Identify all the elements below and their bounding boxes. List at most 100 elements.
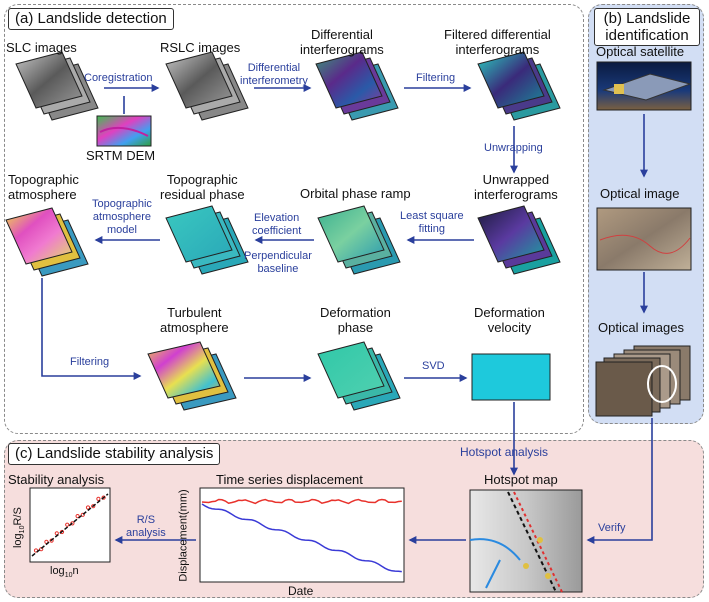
label-deformation-phase: Deformation phase	[320, 305, 391, 335]
rs-x-base: log	[50, 565, 65, 577]
label-stability-analysis: Stability analysis	[8, 472, 105, 487]
arrow-label-elev-l1: Elevation	[254, 212, 300, 224]
label-optical-satellite: Optical satellite	[596, 44, 685, 59]
arrow-label-topographic-atmosphere-model: Topographic atmosphere model	[92, 198, 152, 237]
flow-arrows	[41, 84, 653, 544]
arrow-label-differential-interferometry: Differential interferometry	[240, 62, 308, 88]
label-optical-images: Optical images	[598, 320, 684, 335]
label-topoatm-l2: atmosphere	[8, 187, 77, 202]
arrow-label-elev-l2: coefficient	[252, 225, 302, 237]
rs-point	[101, 495, 106, 500]
stack-topographic-residual-phase	[165, 205, 249, 275]
label-turb-l2: atmosphere	[160, 320, 229, 335]
label-slc-images: SLC images	[6, 40, 77, 55]
label-diff-l2: interferograms	[300, 42, 384, 57]
arrow-label-perpendicular-baseline: Perpendicular baseline	[244, 250, 312, 276]
ts-series-red	[201, 498, 402, 505]
rs-y-axis-label: log10R/S	[11, 507, 30, 548]
arrow-label-unwrapping: Unwrapping	[484, 142, 543, 154]
rs-y-sub: 10	[19, 525, 27, 534]
label-unwrapped-interferograms: Unwrapped interferograms	[474, 172, 558, 202]
rs-point	[96, 496, 101, 501]
stack-topographic-atmosphere	[5, 207, 89, 277]
stack-rslc-images	[165, 51, 249, 121]
deformation-velocity-map	[471, 353, 551, 401]
rs-y-rest: R/S	[11, 507, 24, 526]
ts-x-axis-label: Date	[288, 584, 314, 598]
stack-deformation-phase	[317, 341, 401, 411]
rs-x-sub: 10	[64, 572, 73, 580]
arrow-filtering-2	[41, 278, 142, 380]
arrow-label-filtering-2: Filtering	[70, 356, 110, 368]
rs-point	[80, 512, 85, 517]
arrow-label-topomodel-l1: Topographic	[92, 198, 152, 210]
label-optical-image: Optical image	[600, 186, 680, 201]
rs-point	[91, 504, 96, 509]
rs-point	[85, 505, 91, 510]
label-srtm-dem: SRTM DEM	[86, 148, 156, 163]
label-rslc-images: RSLC images	[160, 40, 241, 55]
rs-x-axis-label: log10n	[50, 564, 79, 583]
arrow-label-hotspot-analysis: Hotspot analysis	[460, 445, 549, 459]
arrow-label-diffint-l2: interferometry	[240, 75, 308, 87]
stack-differential-interferograms	[315, 51, 399, 121]
arrow-label-rs-l2: analysis	[126, 527, 166, 539]
arrow-label-topomodel-l2: atmosphere	[92, 211, 152, 223]
panel-b-title-line1: (b) Landslide	[603, 10, 691, 27]
panel-b-title: (b) Landslide identification	[594, 8, 700, 46]
rs-chart	[29, 487, 111, 563]
stack-orbital-phase-ramp	[317, 205, 401, 275]
stack-turbulent-atmosphere	[147, 341, 237, 411]
stack-slc-images	[15, 51, 99, 121]
arrow-label-verify: Verify	[598, 522, 626, 534]
panel-b-title-line2: identification	[605, 27, 689, 44]
label-defvel-l2: velocity	[487, 320, 532, 335]
label-unw-l2: interferograms	[474, 187, 558, 202]
label-differential-interferograms: Differential interferograms	[300, 27, 384, 57]
arrow-label-perp-l1: Perpendicular	[244, 250, 312, 262]
arrow-label-diffint-l1: Differential	[247, 62, 301, 74]
arrow-label-lsq-l1: Least square	[400, 210, 464, 222]
arrow-label-topomodel-l3: model	[106, 224, 137, 236]
panel-a-title: (a) Landslide detection	[8, 8, 174, 30]
time-series-chart	[199, 487, 405, 583]
label-diff-l1: Differential	[310, 27, 373, 42]
label-orbital-phase-ramp: Orbital phase ramp	[300, 186, 411, 201]
label-topores-l2: residual phase	[160, 187, 245, 202]
arrow-label-rs-analysis: R/S analysis	[126, 514, 166, 540]
arrow-label-filtering: Filtering	[416, 72, 456, 84]
stack-filtered-interferograms	[477, 51, 561, 121]
optical-image	[596, 207, 692, 271]
label-topographic-residual-phase: Topographic residual phase	[160, 172, 245, 202]
ts-y-axis-label: Displacement(mm)	[177, 489, 190, 582]
label-hotspot-map: Hotspot map	[484, 472, 558, 487]
label-defph-l2: phase	[337, 320, 374, 335]
stack-unwrapped-interferograms	[477, 205, 561, 275]
label-filtered-interferograms: Filtered differential interferograms	[444, 27, 551, 57]
rs-x-rest: n	[72, 565, 79, 577]
rs-y-base: log	[11, 533, 24, 549]
arrow-label-coregistration: Coregistration	[84, 72, 153, 84]
label-defph-l1: Deformation	[320, 305, 391, 320]
rs-point	[65, 522, 70, 527]
label-turbulent-atmosphere: Turbulent atmosphere	[160, 305, 229, 335]
label-topoatm-l1: Topographic	[8, 172, 79, 187]
optical-images-stack	[595, 345, 691, 417]
arrow-label-svd: SVD	[422, 360, 445, 372]
label-fdiff-l2: interferograms	[455, 42, 540, 57]
arrow-verify	[586, 418, 653, 544]
srtm-dem-image	[96, 115, 152, 147]
label-deformation-velocity: Deformation velocity	[474, 305, 545, 335]
arrow-label-rs-l1: R/S	[136, 514, 156, 526]
hotspot-map-image	[469, 489, 583, 593]
ts-series-blue	[201, 503, 402, 573]
optical-satellite-image	[596, 61, 692, 111]
arrow-label-lsq-l2: fitting	[418, 223, 445, 235]
label-topographic-atmosphere: Topographic atmosphere	[8, 172, 79, 202]
rs-point	[75, 514, 80, 519]
label-topores-l1: Topographic	[166, 172, 238, 187]
arrow-label-elevation-coefficient: Elevation coefficient	[252, 212, 301, 238]
label-unw-l1: Unwrapped	[482, 172, 550, 187]
label-time-series-displacement: Time series displacement	[216, 472, 363, 487]
